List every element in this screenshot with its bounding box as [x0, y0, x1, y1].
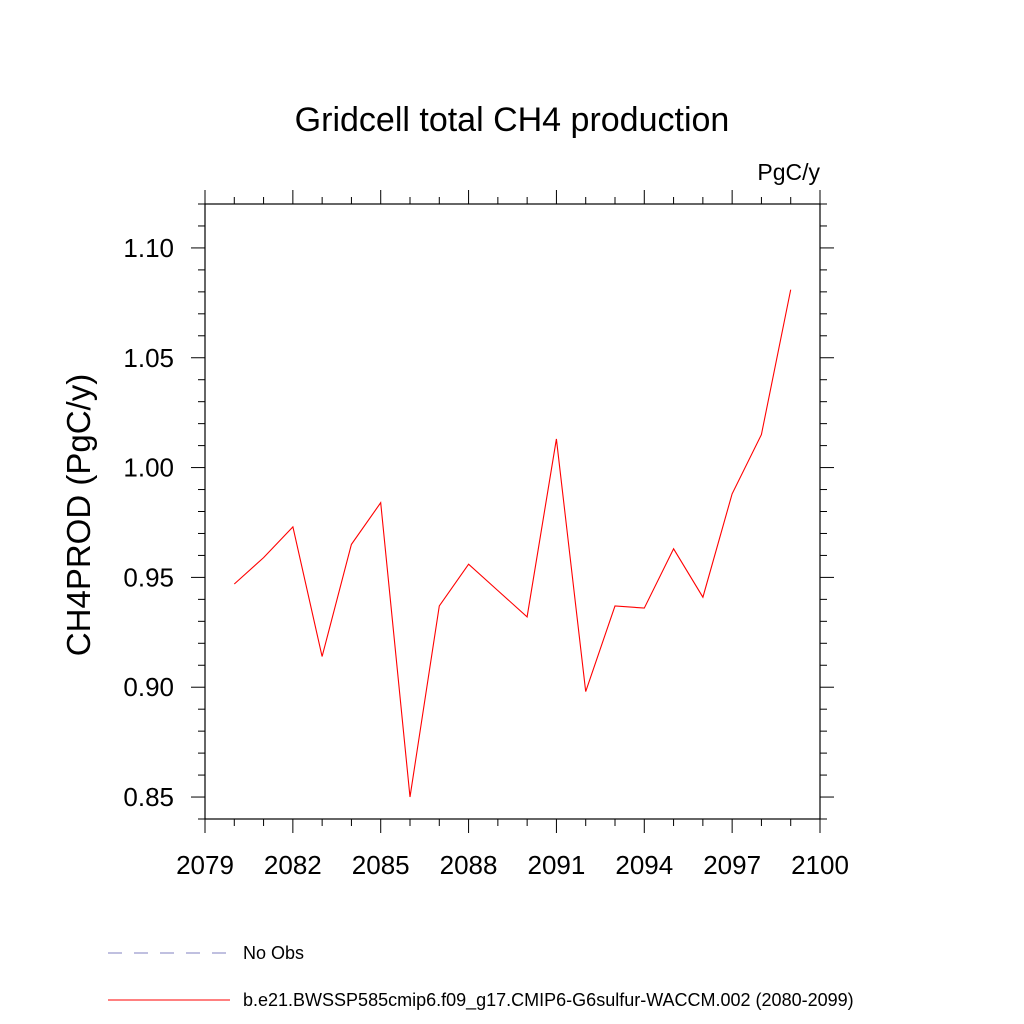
x-tick-label: 2082 [264, 850, 322, 880]
y-tick-label: 1.05 [123, 343, 174, 373]
x-tick-label: 2100 [791, 850, 849, 880]
y-tick-label: 1.00 [123, 453, 174, 483]
y-tick-label: 0.85 [123, 782, 174, 812]
series-layer [233, 289, 792, 798]
x-tick-label: 2085 [352, 850, 410, 880]
units-label: PgC/y [757, 159, 820, 185]
x-tick-label: 2079 [176, 850, 234, 880]
x-tick-label: 2097 [703, 850, 761, 880]
legend-label: b.e21.BWSSP585cmip6.f09_g17.CMIP6-G6sulf… [243, 990, 854, 1011]
y-tick-label: 1.10 [123, 233, 174, 263]
x-tick-label: 2094 [615, 850, 673, 880]
x-tick-label: 2091 [528, 850, 586, 880]
plot-frame [204, 203, 821, 820]
chart-title: Gridcell total CH4 production [295, 101, 730, 139]
axes: 2079 2082 2085 2088 2091 2094 2097 2100 0.85 0.90… [123, 190, 849, 880]
y-tick-label: 0.95 [123, 562, 174, 592]
legend-label: No Obs [243, 943, 304, 963]
y-tick-label: 0.90 [123, 672, 174, 702]
series-line [233, 289, 792, 798]
y-axis-label: CH4PROD (PgC/y) [60, 374, 97, 656]
legend: No Obs b.e21.BWSSP585cmip6.f09_g17.CMIP6-… [108, 943, 854, 1011]
x-tick-label: 2088 [440, 850, 498, 880]
